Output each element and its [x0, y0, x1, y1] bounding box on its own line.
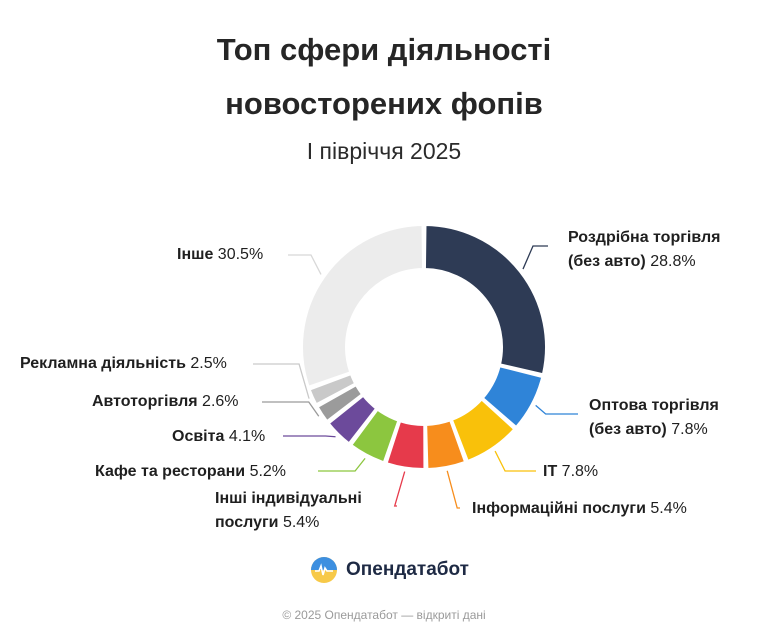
label-other-services-value: 5.4% [282, 514, 320, 531]
label-wholesale: Оптова торгівля (без авто) 7.8% [589, 394, 719, 442]
donut-slice-retail [423, 224, 547, 376]
leader-line-advertising [253, 363, 310, 399]
label-info-services: Інформаційні послуги 5.4% [472, 497, 687, 521]
label-retail-name-2: (без авто) [568, 253, 646, 270]
label-it: IT 7.8% [543, 460, 598, 484]
label-retail-name-1: Роздрібна торгівля [568, 229, 721, 246]
label-other-services-name-1: Інші індивідуальні [215, 490, 362, 507]
leader-line-other [288, 254, 322, 275]
label-cafe-value: 5.2% [249, 463, 287, 480]
label-advertising-value: 2.5% [190, 355, 227, 372]
donut-slice-other-services [385, 420, 426, 470]
label-it-value: 7.8% [561, 463, 599, 480]
label-auto-trade: Автоторгівля 2.6% [92, 390, 239, 414]
donut-slice-education [327, 394, 378, 445]
donut-slice-cafe [350, 408, 400, 464]
label-cafe: Кафе та ресторани 5.2% [95, 460, 286, 484]
opendatabot-logo-icon [311, 557, 337, 583]
label-retail: Роздрібна торгівля (без авто) 28.8% [568, 226, 720, 274]
footer-copyright: © 2025 Опендатабот — відкриті дані [282, 608, 486, 622]
label-education-name: Освіта [172, 428, 225, 445]
label-wholesale-name-2: (без авто) [589, 421, 667, 438]
brand-logo: Опендатабот [310, 556, 469, 584]
leader-line-cafe [318, 457, 366, 472]
label-education-value: 4.1% [228, 428, 266, 445]
label-advertising-name: Рекламна діяльність [20, 355, 186, 372]
leader-line-info-services [446, 470, 460, 509]
leader-line-education [283, 435, 336, 438]
donut-slice-advertising [308, 373, 357, 406]
chart-title-line-1: Топ сфери діяльності [216, 32, 552, 67]
label-info-services-value: 5.4% [650, 500, 687, 517]
leader-line-it [494, 450, 536, 472]
label-wholesale-value: 7.8% [671, 421, 708, 438]
chart-subtitle: І півріччя 2025 [306, 138, 462, 164]
donut-slice-it [450, 398, 516, 462]
leader-line-wholesale [535, 404, 578, 415]
label-other: Інше 30.5% [177, 243, 263, 267]
label-other-value: 30.5% [217, 246, 264, 263]
leader-line-auto-trade [262, 401, 320, 417]
brand-name: Опендатабот [346, 559, 469, 580]
donut-slice-info-services [425, 419, 466, 470]
label-auto-trade-name: Автоторгівля [92, 393, 198, 410]
donut-slice-wholesale [481, 365, 544, 428]
label-wholesale-name-1: Оптова торгівля [589, 397, 719, 414]
label-other-services: Інші індивідуальні послуги 5.4% [215, 487, 362, 535]
label-advertising: Рекламна діяльність 2.5% [20, 352, 227, 376]
label-info-services-name: Інформаційні послуги [472, 500, 646, 517]
label-retail-value: 28.8% [650, 253, 696, 270]
label-education: Освіта 4.1% [172, 425, 265, 449]
label-other-name: Інше [177, 246, 214, 263]
leader-line-retail [522, 245, 548, 270]
donut-slice-auto-trade [316, 384, 363, 422]
label-auto-trade-value: 2.6% [202, 393, 239, 410]
label-cafe-name: Кафе та ресторани [95, 463, 246, 480]
leader-line-other-services [393, 471, 406, 507]
label-other-services-name-2: послуги [215, 514, 279, 531]
donut-slice-other [301, 224, 425, 388]
chart-title-line-2: новосторених фопів [225, 86, 543, 121]
label-it-name: IT [543, 463, 558, 480]
